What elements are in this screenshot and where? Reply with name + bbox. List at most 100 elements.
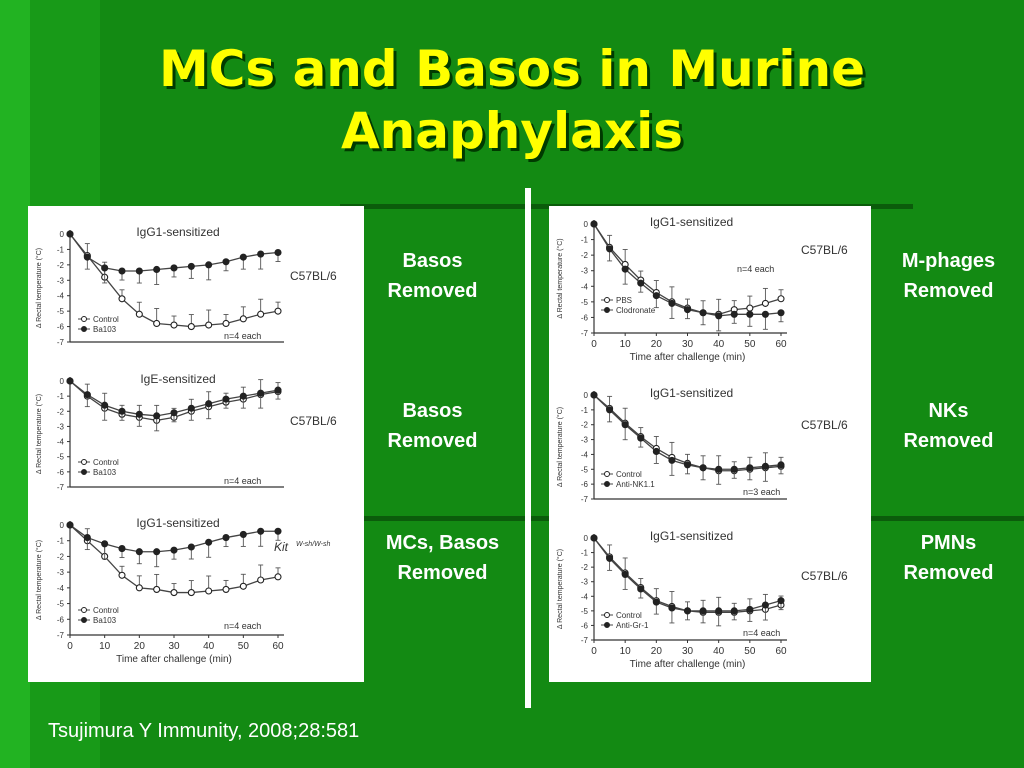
- chart-5: 0 -1 -2 -3 -4 -5 -6 -7 Δ Rectal temperature (°C)…: [556, 386, 848, 504]
- legend-marker: [81, 459, 87, 465]
- y-axis-label: Δ Rectal temperature (°C): [35, 248, 43, 328]
- y-axis-label: Δ Rectal temperature (°C): [556, 238, 564, 318]
- y-tick-label: -1: [581, 549, 589, 558]
- chart-6: 0 -1 -2 -3 -4 -5 -6 -7 Δ Rectal temperature (°C)…: [556, 529, 848, 670]
- data-point: [590, 534, 598, 542]
- data-point: [222, 258, 230, 266]
- chart-title: IgG1-sensitized: [136, 516, 219, 530]
- chart-title: IgG1-sensitized: [650, 529, 733, 543]
- y-tick-label: -4: [57, 292, 65, 301]
- x-tick-label: 60: [272, 641, 284, 652]
- data-point: [606, 245, 614, 253]
- data-point: [730, 310, 738, 318]
- y-tick-label: -5: [57, 600, 65, 609]
- data-point: [668, 604, 676, 612]
- data-point: [606, 554, 614, 562]
- data-point: [170, 589, 178, 597]
- data-point: [239, 253, 247, 261]
- x-tick-label: 40: [203, 641, 215, 652]
- data-point: [118, 571, 126, 579]
- data-point: [170, 546, 178, 554]
- data-point: [274, 307, 282, 315]
- y-tick-label: 0: [60, 377, 65, 386]
- y-tick-label: -2: [57, 407, 65, 416]
- y-tick-label: -7: [57, 483, 65, 492]
- data-point: [257, 250, 265, 258]
- x-tick-label: 60: [775, 646, 787, 657]
- n-label: n=4 each: [743, 628, 780, 638]
- data-point: [153, 265, 161, 274]
- data-point: [187, 323, 195, 331]
- series-line-control: [69, 233, 279, 328]
- data-point: [153, 319, 161, 328]
- legend-label: Control: [93, 315, 119, 324]
- y-tick-label: -4: [581, 450, 589, 459]
- y-tick-label: 0: [584, 220, 589, 229]
- data-point: [153, 548, 161, 556]
- legend-label: Control: [93, 458, 119, 467]
- y-tick-label: -3: [581, 267, 589, 276]
- label-mcs-basos-removed: MCs, Basos Removed: [385, 532, 500, 584]
- y-tick-label: -4: [581, 282, 589, 291]
- n-label: n=4 each: [224, 331, 261, 341]
- y-tick-label: -6: [57, 615, 65, 624]
- left-figure-svg: 0 -1 -2 -3 -4 -5 -6 -7 Δ Rectal temperature (°C)…: [35, 225, 337, 665]
- y-tick-label: -7: [57, 338, 65, 347]
- strain-label: C57BL/6: [801, 243, 848, 257]
- data-point: [187, 262, 195, 270]
- label-mphages-removed: M-phages Removed: [901, 250, 996, 302]
- legend-marker: [81, 617, 87, 623]
- data-point: [222, 395, 230, 403]
- y-tick-label: -5: [581, 607, 589, 616]
- x-tick-label: 0: [591, 646, 597, 657]
- data-point: [153, 585, 161, 593]
- legend-label: PBS: [616, 296, 632, 305]
- y-tick-label: -1: [57, 245, 65, 254]
- data-point: [222, 585, 230, 593]
- data-point: [205, 321, 213, 329]
- y-tick-label: -5: [581, 298, 589, 307]
- data-point: [274, 527, 282, 535]
- legend-marker: [604, 297, 610, 303]
- data-point: [135, 548, 143, 556]
- strain-label: C57BL/6: [801, 569, 848, 583]
- data-point: [730, 607, 738, 615]
- data-point: [101, 264, 109, 272]
- y-tick-label: -3: [581, 578, 589, 587]
- legend-label: Control: [93, 606, 119, 615]
- data-point: [683, 607, 692, 615]
- chart-title: IgG1-sensitized: [136, 225, 219, 239]
- y-tick-label: -7: [581, 495, 589, 504]
- data-point: [239, 315, 247, 323]
- legend-label: Ba103: [93, 468, 117, 477]
- data-point: [652, 292, 660, 300]
- legend-marker: [81, 316, 87, 322]
- n-label: n=4 each: [224, 621, 261, 631]
- strain-label: C57BL/6: [801, 418, 848, 432]
- data-point: [135, 267, 143, 275]
- legend-label: Control: [616, 611, 642, 620]
- y-tick-label: 0: [60, 230, 65, 239]
- data-point: [761, 462, 769, 470]
- data-point: [274, 248, 282, 257]
- x-axis-label: Time after challenge (min): [116, 654, 232, 665]
- y-tick-label: -3: [57, 276, 65, 285]
- data-point: [205, 587, 213, 595]
- data-point: [205, 261, 213, 269]
- data-point: [135, 310, 143, 318]
- legend-marker: [604, 471, 610, 477]
- legend-label: Control: [616, 470, 642, 479]
- label-basos-removed-2: Basos Removed: [387, 400, 478, 452]
- data-point: [135, 584, 143, 592]
- data-point: [118, 295, 126, 303]
- y-tick-label: -1: [57, 392, 65, 401]
- data-point: [118, 407, 126, 415]
- legend-marker: [604, 622, 610, 628]
- legend-marker: [604, 481, 610, 487]
- x-tick-label: 10: [99, 641, 111, 652]
- data-point: [746, 605, 754, 613]
- data-point: [118, 267, 126, 275]
- data-point: [274, 573, 282, 581]
- data-point: [83, 391, 91, 399]
- x-tick-label: 30: [168, 641, 180, 652]
